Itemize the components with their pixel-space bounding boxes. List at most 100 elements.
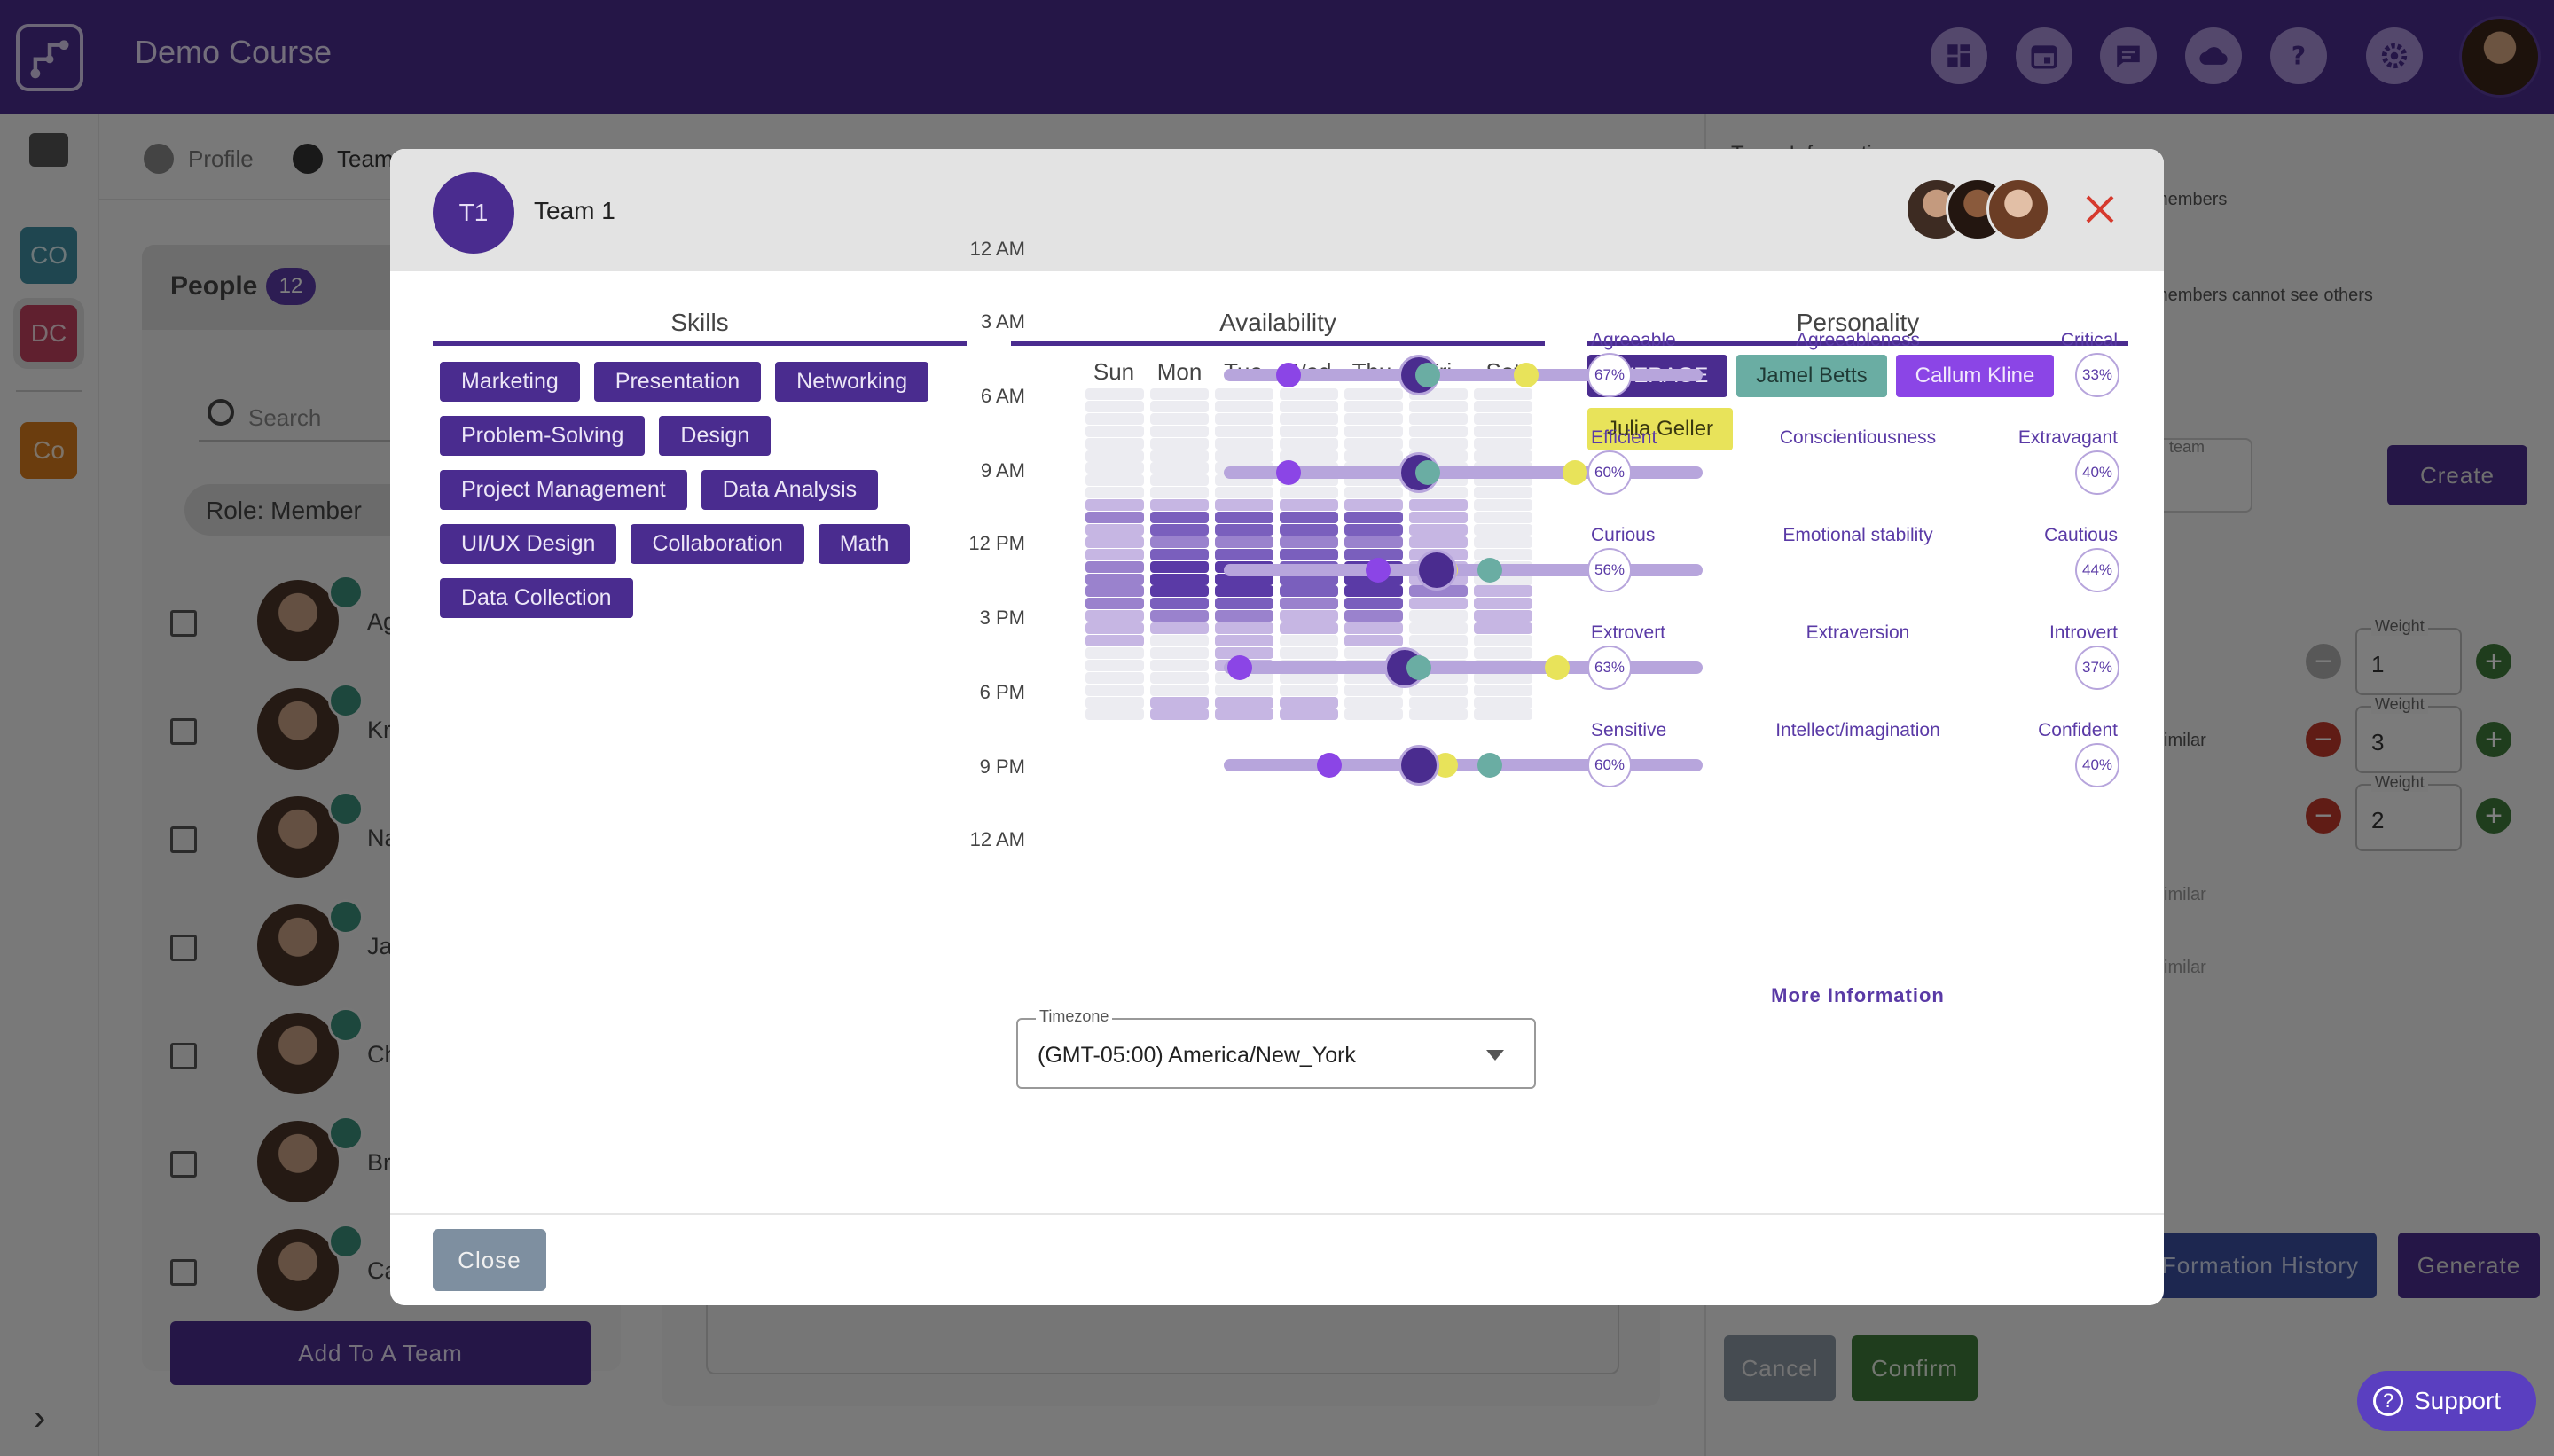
day-label: Sun: [1093, 358, 1135, 385]
availability-slot: [1215, 438, 1273, 450]
availability-slot: [1280, 549, 1338, 560]
availability-slot: [1215, 450, 1273, 462]
availability-slot: [1150, 697, 1209, 708]
trait-left-percent: 60%: [1587, 450, 1632, 495]
availability-slot: [1344, 450, 1403, 462]
availability-slot: [1344, 388, 1403, 400]
availability-slot: [1085, 462, 1144, 474]
availability-slot: [1150, 512, 1209, 523]
trait-marker-callum: [1227, 655, 1252, 680]
availability-slot: [1409, 635, 1468, 646]
availability-slot: [1409, 487, 1468, 498]
trait-track: [1224, 369, 1703, 381]
availability-slot: [1150, 474, 1209, 486]
trait-marker-jamel: [1477, 558, 1503, 583]
personality-legend-chip[interactable]: Jamel Betts: [1736, 355, 1887, 397]
dropdown-caret-icon: [1486, 1050, 1504, 1061]
availability-slot: [1344, 685, 1403, 696]
skill-chip: Problem-Solving: [440, 416, 646, 456]
availability-slot: [1085, 413, 1144, 425]
availability-slot: [1150, 622, 1209, 634]
availability-slot: [1150, 524, 1209, 536]
availability-slot: [1280, 499, 1338, 511]
team-avatar: T1: [433, 172, 514, 254]
availability-slot: [1085, 388, 1144, 400]
availability-slot: [1150, 585, 1209, 597]
personality-title: Personality: [1796, 309, 1920, 336]
availability-slot: [1085, 635, 1144, 646]
availability-slot: [1280, 512, 1338, 523]
availability-slot: [1280, 388, 1338, 400]
skill-chip: Marketing: [440, 362, 580, 402]
trait-track: [1224, 564, 1703, 576]
hour-label: 6 PM: [979, 681, 1025, 703]
trait-right-label: Cautious: [2044, 525, 2118, 545]
availability-slot: [1344, 598, 1403, 609]
personality-legend-chip[interactable]: Julia Geller: [1587, 408, 1734, 450]
availability-slot: [1280, 610, 1338, 622]
availability-slot: [1409, 536, 1468, 548]
availability-slot: [1150, 598, 1209, 609]
availability-slot: [1280, 685, 1338, 696]
availability-slot: [1085, 438, 1144, 450]
availability-slot: [1474, 426, 1532, 437]
trait-right-label: Introvert: [2049, 622, 2118, 643]
availability-slot: [1474, 622, 1532, 634]
availability-slot: [1085, 697, 1144, 708]
availability-slot: [1085, 574, 1144, 585]
availability-slot: [1474, 708, 1532, 720]
hour-label: 12 AM: [969, 828, 1025, 850]
close-button[interactable]: Close: [433, 1229, 546, 1291]
availability-slot: [1215, 585, 1273, 597]
availability-slot: [1150, 685, 1209, 696]
trait-left-label: Sensitive: [1591, 720, 1667, 740]
trait-right-label: Extravagant: [2017, 427, 2118, 448]
availability-slot: [1474, 549, 1532, 560]
availability-slot: [1280, 487, 1338, 498]
trait-right-label: Critical: [2060, 330, 2118, 350]
availability-slot: [1215, 524, 1273, 536]
support-button[interactable]: ? Support: [2357, 1371, 2536, 1431]
availability-slot: [1085, 474, 1144, 486]
availability-slot: [1344, 524, 1403, 536]
availability-slot: [1344, 512, 1403, 523]
availability-slot: [1085, 598, 1144, 609]
skill-chip: Data Collection: [440, 578, 633, 618]
trait-marker-jamel: [1414, 460, 1440, 485]
availability-slot: [1150, 487, 1209, 498]
availability-slot: [1085, 622, 1144, 634]
more-information-link[interactable]: More Information: [1771, 984, 1945, 1006]
team-detail-modal: T1 Team 1 Skills Marketing Presentation Ne…: [390, 149, 2164, 1305]
availability-slot: [1215, 708, 1273, 720]
availability-slot: [1085, 685, 1144, 696]
availability-slot: [1474, 635, 1532, 646]
availability-slot: [1344, 622, 1403, 634]
availability-slot: [1280, 536, 1338, 548]
availability-slot: [1344, 610, 1403, 622]
availability-slot: [1150, 413, 1209, 425]
availability-slot: [1215, 413, 1273, 425]
availability-slot: [1215, 549, 1273, 560]
availability-slot: [1215, 635, 1273, 646]
trait-left-label: Efficient: [1591, 427, 1657, 448]
skills-underline: [433, 341, 967, 346]
trait-track: [1224, 759, 1703, 771]
availability-slot: [1280, 450, 1338, 462]
timezone-select[interactable]: Timezone (GMT-05:00) America/New_York: [1016, 1007, 1536, 1089]
availability-slot: [1150, 660, 1209, 671]
trait-left-label: Curious: [1591, 525, 1656, 545]
availability-slot: [1280, 697, 1338, 708]
personality-legend-chip[interactable]: Callum Kline: [1895, 355, 2055, 397]
availability-slot: [1474, 450, 1532, 462]
availability-slot: [1280, 438, 1338, 450]
availability-slot: [1215, 426, 1273, 437]
availability-slot: [1280, 574, 1338, 585]
availability-slot: [1409, 697, 1468, 708]
skills-list: Marketing Presentation Networking Problem-S…: [440, 362, 954, 618]
availability-slot: [1474, 672, 1532, 684]
close-icon[interactable]: [2080, 190, 2119, 229]
skill-chip: Networking: [775, 362, 929, 402]
hour-label: 12 PM: [968, 532, 1025, 554]
availability-slot: [1085, 450, 1144, 462]
availability-slot: [1085, 487, 1144, 498]
